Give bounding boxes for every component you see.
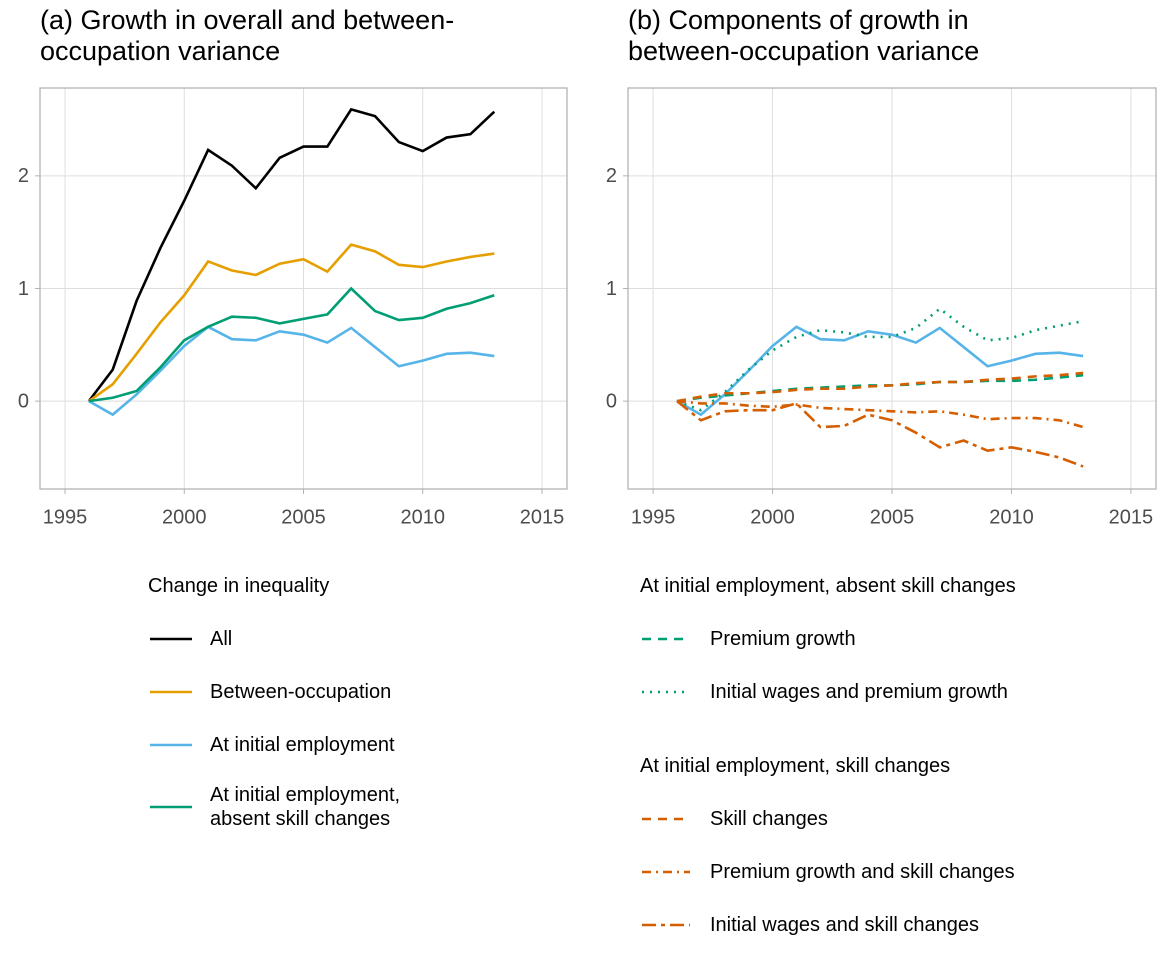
series-line (676, 371, 1084, 403)
x-tick-label: 2000 (750, 506, 795, 528)
series-line (88, 325, 495, 417)
series-line (88, 286, 495, 403)
series-line (87, 107, 496, 402)
x-tick-label: 1995 (631, 506, 676, 528)
legend-key (642, 870, 690, 874)
x-tick-label: 2005 (281, 506, 326, 528)
legend-entry: Initial wages and skill changes (640, 910, 1130, 940)
y-tick-label: 1 (606, 278, 617, 300)
series-line (676, 307, 1084, 412)
legend-group: Change in inequality All Between-occupatio… (148, 572, 465, 854)
legend-entry: At initial employment, absent skill chan… (148, 783, 465, 831)
series-line (676, 400, 1084, 468)
legend-entry: Skill changes (640, 804, 1130, 834)
legend-label: Skill changes (710, 808, 828, 830)
legend-title: At initial employment, skill changes (640, 755, 951, 777)
legend-key (642, 923, 690, 927)
panel-title: (b) Components of growth in between-occu… (628, 5, 980, 66)
legend-entry: At initial employment (148, 730, 465, 760)
x-tick-label: 1995 (43, 506, 88, 528)
legend-key (150, 690, 192, 694)
panel-title: (a) Growth in overall and between-occupa… (40, 5, 455, 66)
x-tick-label: 2005 (870, 506, 915, 528)
legend-entry: Premium growth and skill changes (640, 857, 1130, 887)
legend-label: Between-occupation (210, 681, 392, 703)
legend-label: At initial employment, absent skill chan… (210, 784, 401, 830)
y-tick-label: 2 (18, 165, 29, 187)
legend-entry: Premium growth (640, 624, 1130, 654)
legend-label: At initial employment (210, 734, 395, 756)
legend-group: At initial employment, absent skill chan… (640, 572, 1130, 730)
legend-group: At initial employment, skill changes Skil… (640, 752, 1130, 963)
legend-entry: Between-occupation (148, 677, 465, 707)
legend-entry: Initial wages and premium growth (640, 677, 1130, 707)
legend-label: Initial wages and premium growth (710, 681, 1008, 703)
legend-title: At initial employment, absent skill chan… (640, 575, 1016, 597)
page: 0 1 2 1995 2000 2005 2010 2015 0 1 2 1995 2000 2005 20… (17, 5, 1157, 936)
x-tick-label: 2010 (989, 506, 1034, 528)
series-line (88, 243, 495, 403)
legend-key (642, 817, 690, 821)
legend-key (150, 805, 192, 809)
legend-key (150, 743, 192, 747)
x-tick-label: 2000 (162, 506, 207, 528)
legend-entry: All (148, 624, 465, 654)
legend-label: Premium growth and skill changes (710, 861, 1015, 883)
y-tick-label: 1 (18, 278, 29, 300)
panel-border (39, 87, 568, 490)
x-tick-label: 2010 (400, 506, 445, 528)
legend-label: All (210, 628, 233, 650)
legend-key (150, 637, 192, 641)
y-tick-label: 0 (606, 390, 617, 412)
legend-key (642, 690, 690, 694)
y-tick-label: 2 (606, 165, 617, 187)
legend-key (642, 637, 690, 641)
x-tick-label: 2015 (1109, 506, 1154, 528)
y-tick-label: 0 (18, 390, 29, 412)
series-line (676, 399, 1084, 429)
legend-label: Premium growth (710, 628, 856, 650)
x-tick-label: 2015 (520, 506, 565, 528)
plots: 0 1 2 1995 2000 2005 2010 2015 0 1 2 1995 2000 2005 20… (18, 87, 1157, 528)
legend-title: Change in inequality (148, 575, 330, 597)
legend-label: Initial wages and skill changes (710, 914, 980, 936)
panel-border (627, 87, 1157, 490)
